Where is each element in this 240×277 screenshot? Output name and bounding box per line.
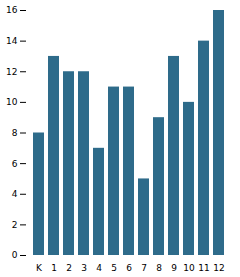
svg-text:12: 12 [213, 263, 224, 273]
svg-text:8: 8 [156, 263, 162, 273]
svg-text:6: 6 [12, 159, 18, 169]
svg-text:7: 7 [141, 263, 147, 273]
svg-text:10: 10 [6, 97, 18, 107]
svg-text:8: 8 [12, 128, 18, 138]
svg-text:4: 4 [12, 189, 18, 199]
svg-text:1: 1 [51, 263, 57, 273]
svg-text:0: 0 [12, 250, 18, 260]
svg-text:K: K [36, 263, 43, 273]
svg-text:9: 9 [171, 263, 177, 273]
svg-text:16: 16 [6, 5, 18, 15]
svg-text:3: 3 [81, 263, 87, 273]
svg-text:11: 11 [198, 263, 209, 273]
svg-text:5: 5 [111, 263, 117, 273]
svg-text:6: 6 [126, 263, 132, 273]
svg-text:10: 10 [183, 263, 195, 273]
svg-text:2: 2 [66, 263, 72, 273]
svg-text:14: 14 [6, 36, 18, 46]
svg-text:12: 12 [6, 67, 17, 77]
svg-text:2: 2 [12, 220, 18, 230]
svg-text:4: 4 [96, 263, 102, 273]
